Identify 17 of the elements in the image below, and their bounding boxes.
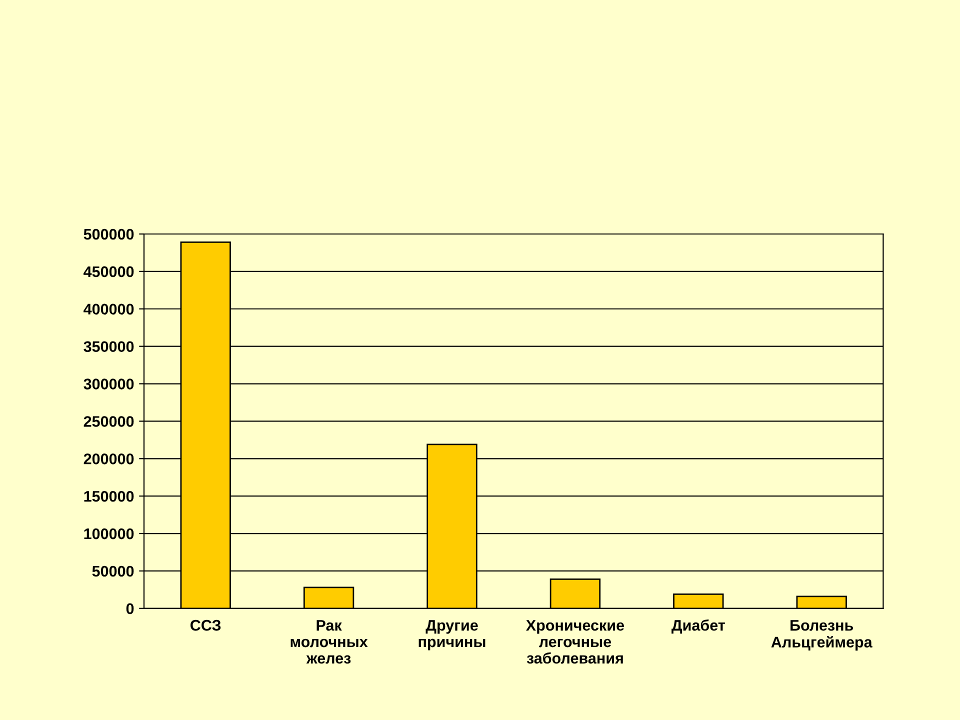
- x-tick-label: Диабет: [672, 619, 725, 634]
- x-tick-label: ССЗ: [190, 620, 221, 631]
- y-tick-label: 100000: [84, 528, 134, 540]
- y-tick-label: 50000: [92, 566, 134, 577]
- x-tick-label: Хронические легочные заболевания: [526, 620, 624, 664]
- y-tick-label: 150000: [84, 490, 134, 502]
- y-tick-label: 450000: [84, 266, 134, 278]
- y-tick-label: 200000: [84, 454, 134, 464]
- y-tick-label: 250000: [84, 416, 134, 427]
- y-tick-label: 500000: [84, 228, 134, 240]
- x-tick-label: Рак молочных желез: [290, 620, 368, 664]
- y-tick-label: 400000: [84, 304, 134, 315]
- y-tick-label: 350000: [84, 341, 134, 352]
- x-tick-label: Другие причины: [418, 620, 486, 650]
- y-tick-label: 0: [126, 603, 134, 614]
- y-tick-label: 300000: [84, 378, 134, 390]
- x-tick-label: Болезнь Альцгеймера: [771, 620, 872, 651]
